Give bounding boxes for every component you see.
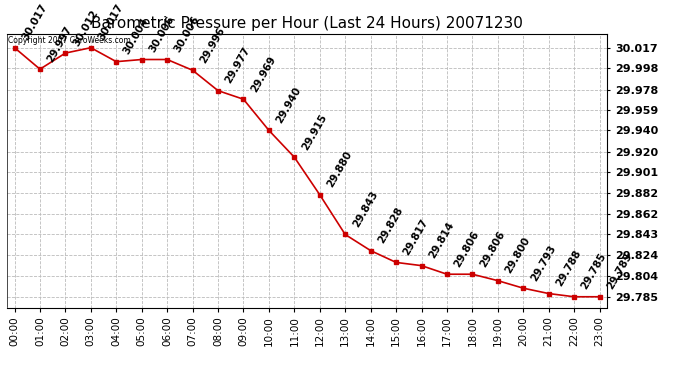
Text: 29.785: 29.785 — [605, 251, 634, 291]
Text: 30.017: 30.017 — [97, 2, 126, 42]
Text: 29.806: 29.806 — [478, 229, 506, 268]
Text: 30.012: 30.012 — [71, 8, 100, 48]
Text: Copyright 2007 CaroWeeks.com: Copyright 2007 CaroWeeks.com — [8, 36, 131, 45]
Text: 29.940: 29.940 — [275, 85, 303, 125]
Text: 29.828: 29.828 — [376, 205, 405, 245]
Text: 29.977: 29.977 — [224, 45, 253, 85]
Text: 30.006: 30.006 — [172, 14, 201, 54]
Text: 29.814: 29.814 — [427, 220, 456, 260]
Text: 29.915: 29.915 — [300, 112, 328, 152]
Text: 29.785: 29.785 — [580, 251, 609, 291]
Text: 29.806: 29.806 — [453, 229, 481, 268]
Text: 29.969: 29.969 — [249, 54, 277, 94]
Text: 29.997: 29.997 — [46, 24, 75, 64]
Text: 30.006: 30.006 — [147, 14, 176, 54]
Text: 29.843: 29.843 — [351, 189, 380, 229]
Text: 29.880: 29.880 — [325, 150, 354, 189]
Title: Barometric Pressure per Hour (Last 24 Hours) 20071230: Barometric Pressure per Hour (Last 24 Ho… — [91, 16, 523, 31]
Text: 29.793: 29.793 — [529, 243, 558, 283]
Text: 29.800: 29.800 — [504, 236, 532, 275]
Text: 29.817: 29.817 — [402, 217, 431, 257]
Text: 30.017: 30.017 — [20, 2, 49, 42]
Text: 30.004: 30.004 — [122, 16, 150, 56]
Text: 29.788: 29.788 — [554, 248, 583, 288]
Text: 29.996: 29.996 — [198, 25, 227, 65]
